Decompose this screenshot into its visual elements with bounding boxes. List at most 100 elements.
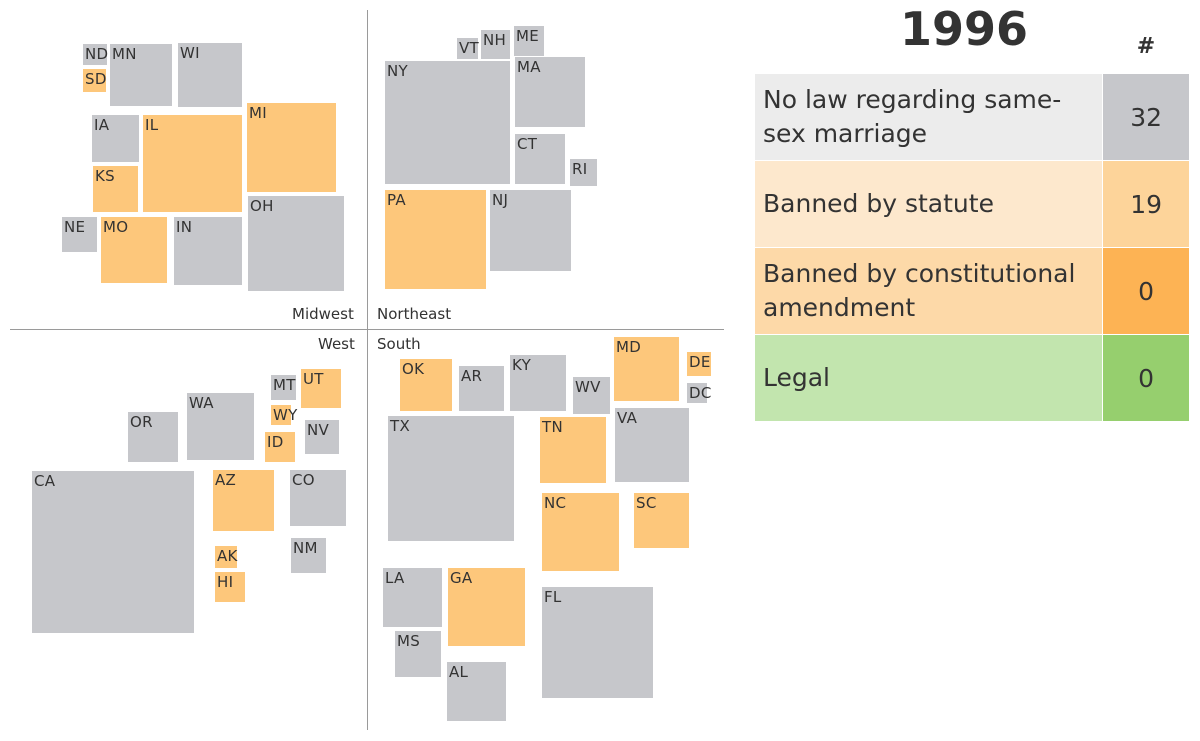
state-az: AZ [213,470,274,531]
state-label: WV [575,378,601,396]
state-sc: SC [634,493,689,548]
state-label: IA [94,116,110,134]
state-label: NH [483,31,507,49]
state-mi: MI [247,103,336,192]
state-wy: WY [271,405,297,425]
state-label: AZ [215,471,237,489]
legend-count: 0 [1102,248,1189,334]
state-ms: MS [395,631,441,677]
state-wa: WA [187,393,254,460]
state-label: FL [544,588,562,606]
state-de: DE [687,352,711,376]
state-ak: AK [215,546,237,568]
state-label: CA [34,472,56,490]
legend-label: Legal [755,335,1103,421]
state-nv: NV [305,420,339,454]
state-label: OH [250,197,274,215]
state-label: MO [103,218,129,236]
state-wi: WI [178,43,242,107]
state-ri: RI [570,159,597,186]
state-nd: ND [83,44,109,65]
state-sd: SD [83,69,106,92]
state-la: LA [383,568,442,627]
state-label: DE [689,353,711,371]
state-label: CT [517,135,538,153]
state-label: MT [273,376,296,394]
state-label: NJ [492,191,509,209]
legend-count: 32 [1102,74,1189,160]
state-label: AK [217,547,238,565]
legend-row-statute: Banned by statute 19 [755,161,1189,248]
state-nm: NM [291,538,326,573]
state-label: KS [95,167,115,185]
state-label: MD [616,338,642,356]
legend-row-legal: Legal 0 [755,335,1189,422]
legend-label: Banned by constitutional amendment [755,248,1103,334]
state-label: MI [249,104,267,122]
state-label: ND [85,45,109,63]
legend-count: 0 [1102,335,1189,421]
state-label: UT [303,370,324,388]
state-label: WY [273,406,298,424]
state-label: ID [267,433,284,451]
state-label: DC [689,384,712,402]
legend-label: No law regarding same-sex marriage [755,74,1103,160]
state-label: TN [542,418,563,436]
state-il: IL [143,115,242,212]
count-header: # [1136,34,1156,59]
state-md: MD [614,337,679,401]
state-map: Midwest Northeast West South ND MN WI SD IA I… [10,10,724,730]
state-label: VA [617,409,638,427]
state-tn: TN [540,417,606,483]
state-label: HI [217,573,234,591]
state-label: NY [387,62,408,80]
state-or: OR [128,412,178,462]
state-id: ID [265,432,295,462]
legend-row-no-law: No law regarding same-sex marriage 32 [755,74,1189,161]
state-label: WI [180,44,200,62]
state-co: CO [290,470,346,526]
state-mn: MN [110,44,172,106]
state-dc: DC [687,383,711,403]
state-nc: NC [542,493,619,571]
region-label-west: West [318,335,355,353]
legend-row-amendment: Banned by constitutional amendment 0 [755,248,1189,335]
state-label: LA [385,569,405,587]
state-ny: NY [385,61,510,184]
state-label: AR [461,367,483,385]
state-label: RI [572,160,588,178]
state-label: OK [402,360,425,378]
state-label: NE [64,218,86,236]
state-label: WA [189,394,214,412]
state-label: ME [516,27,540,45]
state-label: NV [307,421,330,439]
state-ky: KY [510,355,566,411]
state-ca: CA [32,471,194,633]
state-mo: MO [101,217,167,283]
state-label: KY [512,356,532,374]
legend-table: No law regarding same-sex marriage 32 Ba… [755,74,1189,422]
state-ks: KS [93,166,138,212]
state-label: TX [390,417,411,435]
region-label-south: South [377,335,421,353]
state-me: ME [514,26,544,56]
state-hi: HI [215,572,245,602]
state-label: IN [176,218,193,236]
state-oh: OH [248,196,344,291]
legend-label: Banned by statute [755,161,1103,247]
state-label: PA [387,191,406,209]
state-label: MS [397,632,421,650]
state-label: SD [85,70,107,88]
region-label-northeast: Northeast [377,305,452,323]
state-mt: MT [271,375,296,400]
state-label: MN [112,45,137,63]
state-label: SC [636,494,657,512]
state-ut: UT [301,369,341,408]
state-ct: CT [515,134,565,184]
state-ne: NE [62,217,97,252]
state-label: IL [145,116,159,134]
state-wv: WV [573,377,610,414]
region-divider-vertical [367,10,368,730]
legend-count: 19 [1102,161,1189,247]
state-va: VA [615,408,689,482]
